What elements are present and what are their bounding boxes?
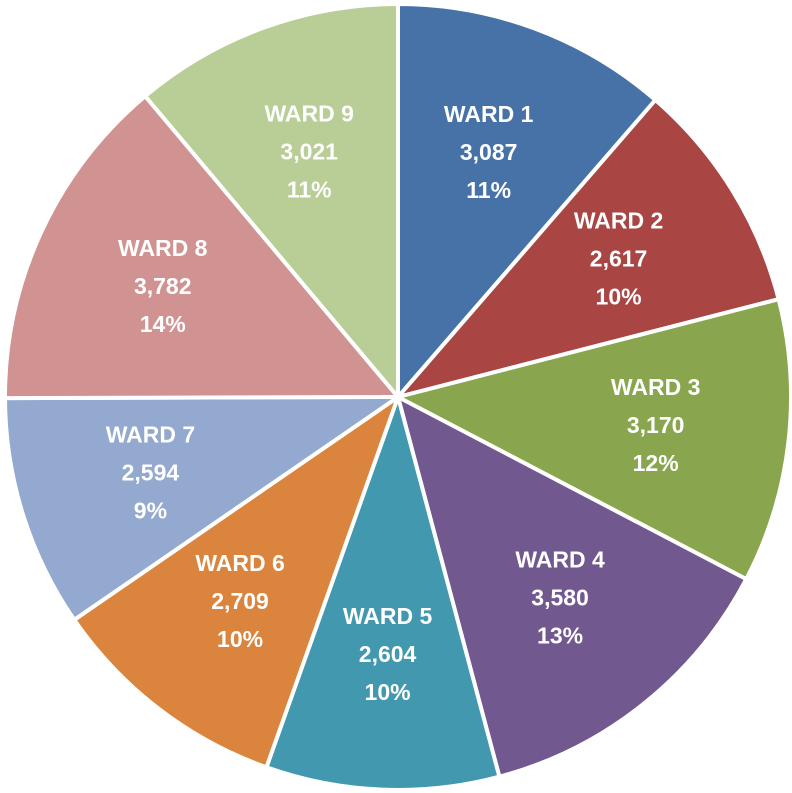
value-label: 3,087 xyxy=(460,139,518,165)
percent-label: 9% xyxy=(134,497,167,523)
percent-label: 10% xyxy=(365,679,411,705)
percent-label: 12% xyxy=(633,450,679,476)
percent-label: 14% xyxy=(140,311,186,337)
slice-label: WARD 4 xyxy=(515,547,605,573)
slice-label: WARD 2 xyxy=(574,208,663,234)
slice-label: WARD 7 xyxy=(106,421,195,447)
value-label: 3,170 xyxy=(627,412,685,438)
slice-label: WARD 9 xyxy=(264,100,353,126)
pie-slice xyxy=(3,94,400,401)
slice-label: WARD 1 xyxy=(444,101,534,127)
percent-label: 11% xyxy=(466,177,511,203)
pie-slice xyxy=(72,395,400,770)
slice-label: WARD 6 xyxy=(195,550,284,576)
pie-slice xyxy=(396,395,749,779)
value-label: 3,580 xyxy=(531,585,589,611)
pie-slice xyxy=(143,2,400,399)
value-label: 3,021 xyxy=(280,138,338,164)
slice-label: WARD 3 xyxy=(611,374,700,400)
pie-slice xyxy=(3,395,400,622)
percent-label: 10% xyxy=(217,626,263,652)
percent-label: 10% xyxy=(596,284,642,310)
percent-label: 11% xyxy=(287,176,332,202)
value-label: 3,782 xyxy=(134,273,192,299)
value-label: 2,604 xyxy=(359,641,417,667)
pie-slice xyxy=(264,395,502,792)
pie-slice xyxy=(396,2,658,399)
percent-label: 13% xyxy=(537,623,583,649)
slice-label: WARD 5 xyxy=(343,603,433,629)
pie-slice xyxy=(396,297,792,582)
value-label: 2,617 xyxy=(590,246,648,272)
slice-label: WARD 8 xyxy=(118,235,208,261)
value-label: 2,594 xyxy=(122,459,180,485)
value-label: 2,709 xyxy=(211,588,269,614)
